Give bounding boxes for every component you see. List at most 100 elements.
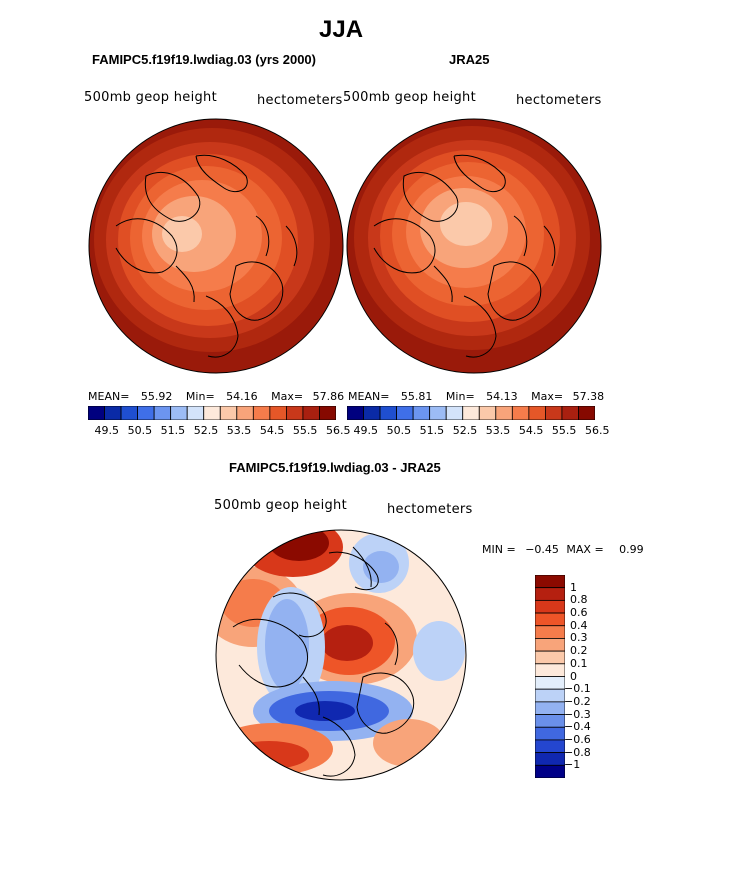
right-colorbar-ticks: 49.5 50.5 51.5 52.5 53.5 54.5 55.5 56.5 xyxy=(347,424,610,438)
right-colorbar-tick-label: 49.5 xyxy=(353,424,379,437)
diff-colorbar-tick-label: −0.6 xyxy=(564,732,591,746)
right-colorbar-box xyxy=(561,406,579,420)
diff-max-value: 0.99 xyxy=(619,543,644,556)
diff-colorbar-tick-label: 0.6 xyxy=(570,606,588,620)
left-colorbar-tick-label: 50.5 xyxy=(127,424,153,437)
diff-colorbar-tick-label: −0.2 xyxy=(564,694,591,708)
right-colorbar-tick-label: 50.5 xyxy=(386,424,412,437)
right-colorbar-box xyxy=(347,406,364,420)
right-panel-title: JRA25 xyxy=(449,52,490,67)
diff-colorbar-box xyxy=(535,764,565,778)
diff-colorbar-tick-label: −0.4 xyxy=(564,720,591,734)
diff-colorbar-tick-label: −0.8 xyxy=(564,745,591,759)
diff-panel-title: FAMIPC5.f19f19.lwdiag.03 - JRA25 xyxy=(229,460,441,475)
right-colorbar-box xyxy=(412,406,431,420)
left-colorbar-box xyxy=(219,406,238,420)
diff-variable-label: 500mb geop height xyxy=(214,498,347,513)
diff-colorbar-tick-label: 0 xyxy=(570,669,577,683)
right-colorbar-box xyxy=(445,406,464,420)
diff-colorbar-box xyxy=(535,575,565,589)
left-colorbar-tick-label: 52.5 xyxy=(193,424,219,437)
diff-colorbar-tick-label: −0.3 xyxy=(564,707,591,721)
left-colorbar xyxy=(88,406,336,420)
right-units-label: hectometers xyxy=(516,93,602,108)
left-panel-title: FAMIPC5.f19f19.lwdiag.03 (yrs 2000) xyxy=(92,52,316,67)
left-polar-map xyxy=(88,118,344,374)
right-stats: MEAN= 55.81 Min= 54.13 Max= 57.38 xyxy=(348,390,604,403)
diff-colorbar-tick-label: 0.1 xyxy=(570,656,588,670)
diff-stats: MIN = −0.45 MAX = 0.99 xyxy=(482,543,644,556)
left-colorbar-box xyxy=(170,406,188,420)
right-colorbar-box xyxy=(429,406,447,420)
left-mean-label: MEAN= xyxy=(88,390,130,403)
left-colorbar-box xyxy=(186,406,205,420)
diff-colorbar-box xyxy=(535,714,565,728)
left-colorbar-tick-label: 49.5 xyxy=(94,424,120,437)
diff-colorbar-tick-label: 0.8 xyxy=(570,593,588,607)
left-colorbar-box xyxy=(137,406,155,420)
right-colorbar-box xyxy=(396,406,414,420)
diff-colorbar-tick-label: −1 xyxy=(564,758,581,772)
diff-colorbar-tick-label: 0.2 xyxy=(570,644,588,658)
diff-max-label: MAX = xyxy=(566,543,604,556)
diff-colorbar-box xyxy=(535,663,565,677)
right-colorbar-box xyxy=(495,406,513,420)
diff-colorbar-box xyxy=(535,726,565,741)
right-colorbar-box xyxy=(363,406,381,420)
diff-colorbar-tick-label: −0.1 xyxy=(564,682,591,696)
diff-colorbar-box xyxy=(535,739,565,754)
diff-min-value: −0.45 xyxy=(525,543,559,556)
left-colorbar-tick-label: 55.5 xyxy=(292,424,318,437)
diff-units-label: hectometers xyxy=(387,502,473,517)
left-colorbar-box xyxy=(88,406,105,420)
right-colorbar-box xyxy=(462,406,480,420)
right-colorbar-tick-label: 55.5 xyxy=(551,424,577,437)
left-colorbar-box xyxy=(319,406,336,420)
diff-colorbar-tick-label: 1 xyxy=(570,580,577,594)
diff-colorbar-box xyxy=(535,701,565,715)
left-colorbar-box xyxy=(104,406,122,420)
left-colorbar-box xyxy=(302,406,320,420)
right-mean-value: 55.81 xyxy=(400,390,433,403)
left-min-value: 54.16 xyxy=(226,390,258,403)
diff-colorbar-box xyxy=(535,752,565,766)
left-colorbar-box xyxy=(285,406,304,420)
left-stats: MEAN= 55.92 Min= 54.16 Max= 57.86 xyxy=(88,390,344,403)
right-colorbar-box xyxy=(379,406,397,420)
left-colorbar-box xyxy=(252,406,271,420)
right-colorbar-box xyxy=(578,406,595,420)
diff-min-label: MIN = xyxy=(482,543,516,556)
right-variable-label: 500mb geop height xyxy=(343,90,476,105)
left-colorbar-box xyxy=(120,406,138,420)
left-colorbar-tick-label: 51.5 xyxy=(160,424,186,437)
left-colorbar-tick-label: 54.5 xyxy=(259,424,285,437)
left-colorbar-box xyxy=(153,406,172,420)
right-colorbar-tick-label: 54.5 xyxy=(518,424,544,437)
diff-colorbar-tick-label: 0.4 xyxy=(570,618,588,632)
diff-colorbar-box xyxy=(535,599,565,614)
diff-colorbar-box xyxy=(535,587,565,601)
right-colorbar-tick-label: 53.5 xyxy=(485,424,511,437)
right-colorbar-tick-label: 52.5 xyxy=(452,424,478,437)
right-colorbar-box xyxy=(544,406,563,420)
left-colorbar-box xyxy=(236,406,254,420)
diff-colorbar-box xyxy=(535,650,565,665)
right-colorbar-box xyxy=(478,406,497,420)
left-colorbar-box xyxy=(203,406,221,420)
diff-polar-map xyxy=(215,529,467,781)
diff-colorbar-box xyxy=(535,688,565,703)
left-colorbar-tick-label: 53.5 xyxy=(226,424,252,437)
left-colorbar-tick-label: 56.5 xyxy=(326,424,351,437)
diff-colorbar-box xyxy=(535,638,565,652)
right-min-label: Min= xyxy=(445,390,475,403)
right-max-label: Max= xyxy=(531,390,564,403)
right-colorbar-box xyxy=(511,406,530,420)
diff-colorbar-ticks: 1 0.8 0.6 0.4 0.3 0.2 0.1 0 −0.1 −0.2 −0.3 −0.4 −0.6… xyxy=(564,575,608,778)
right-min-value: 54.13 xyxy=(486,390,518,403)
left-colorbar-box xyxy=(269,406,287,420)
diff-colorbar xyxy=(535,575,565,778)
diff-colorbar-tick-label: 0.3 xyxy=(570,631,588,645)
left-max-label: Max= xyxy=(271,390,304,403)
left-max-value: 57.86 xyxy=(312,390,345,403)
right-colorbar-box xyxy=(528,406,546,420)
